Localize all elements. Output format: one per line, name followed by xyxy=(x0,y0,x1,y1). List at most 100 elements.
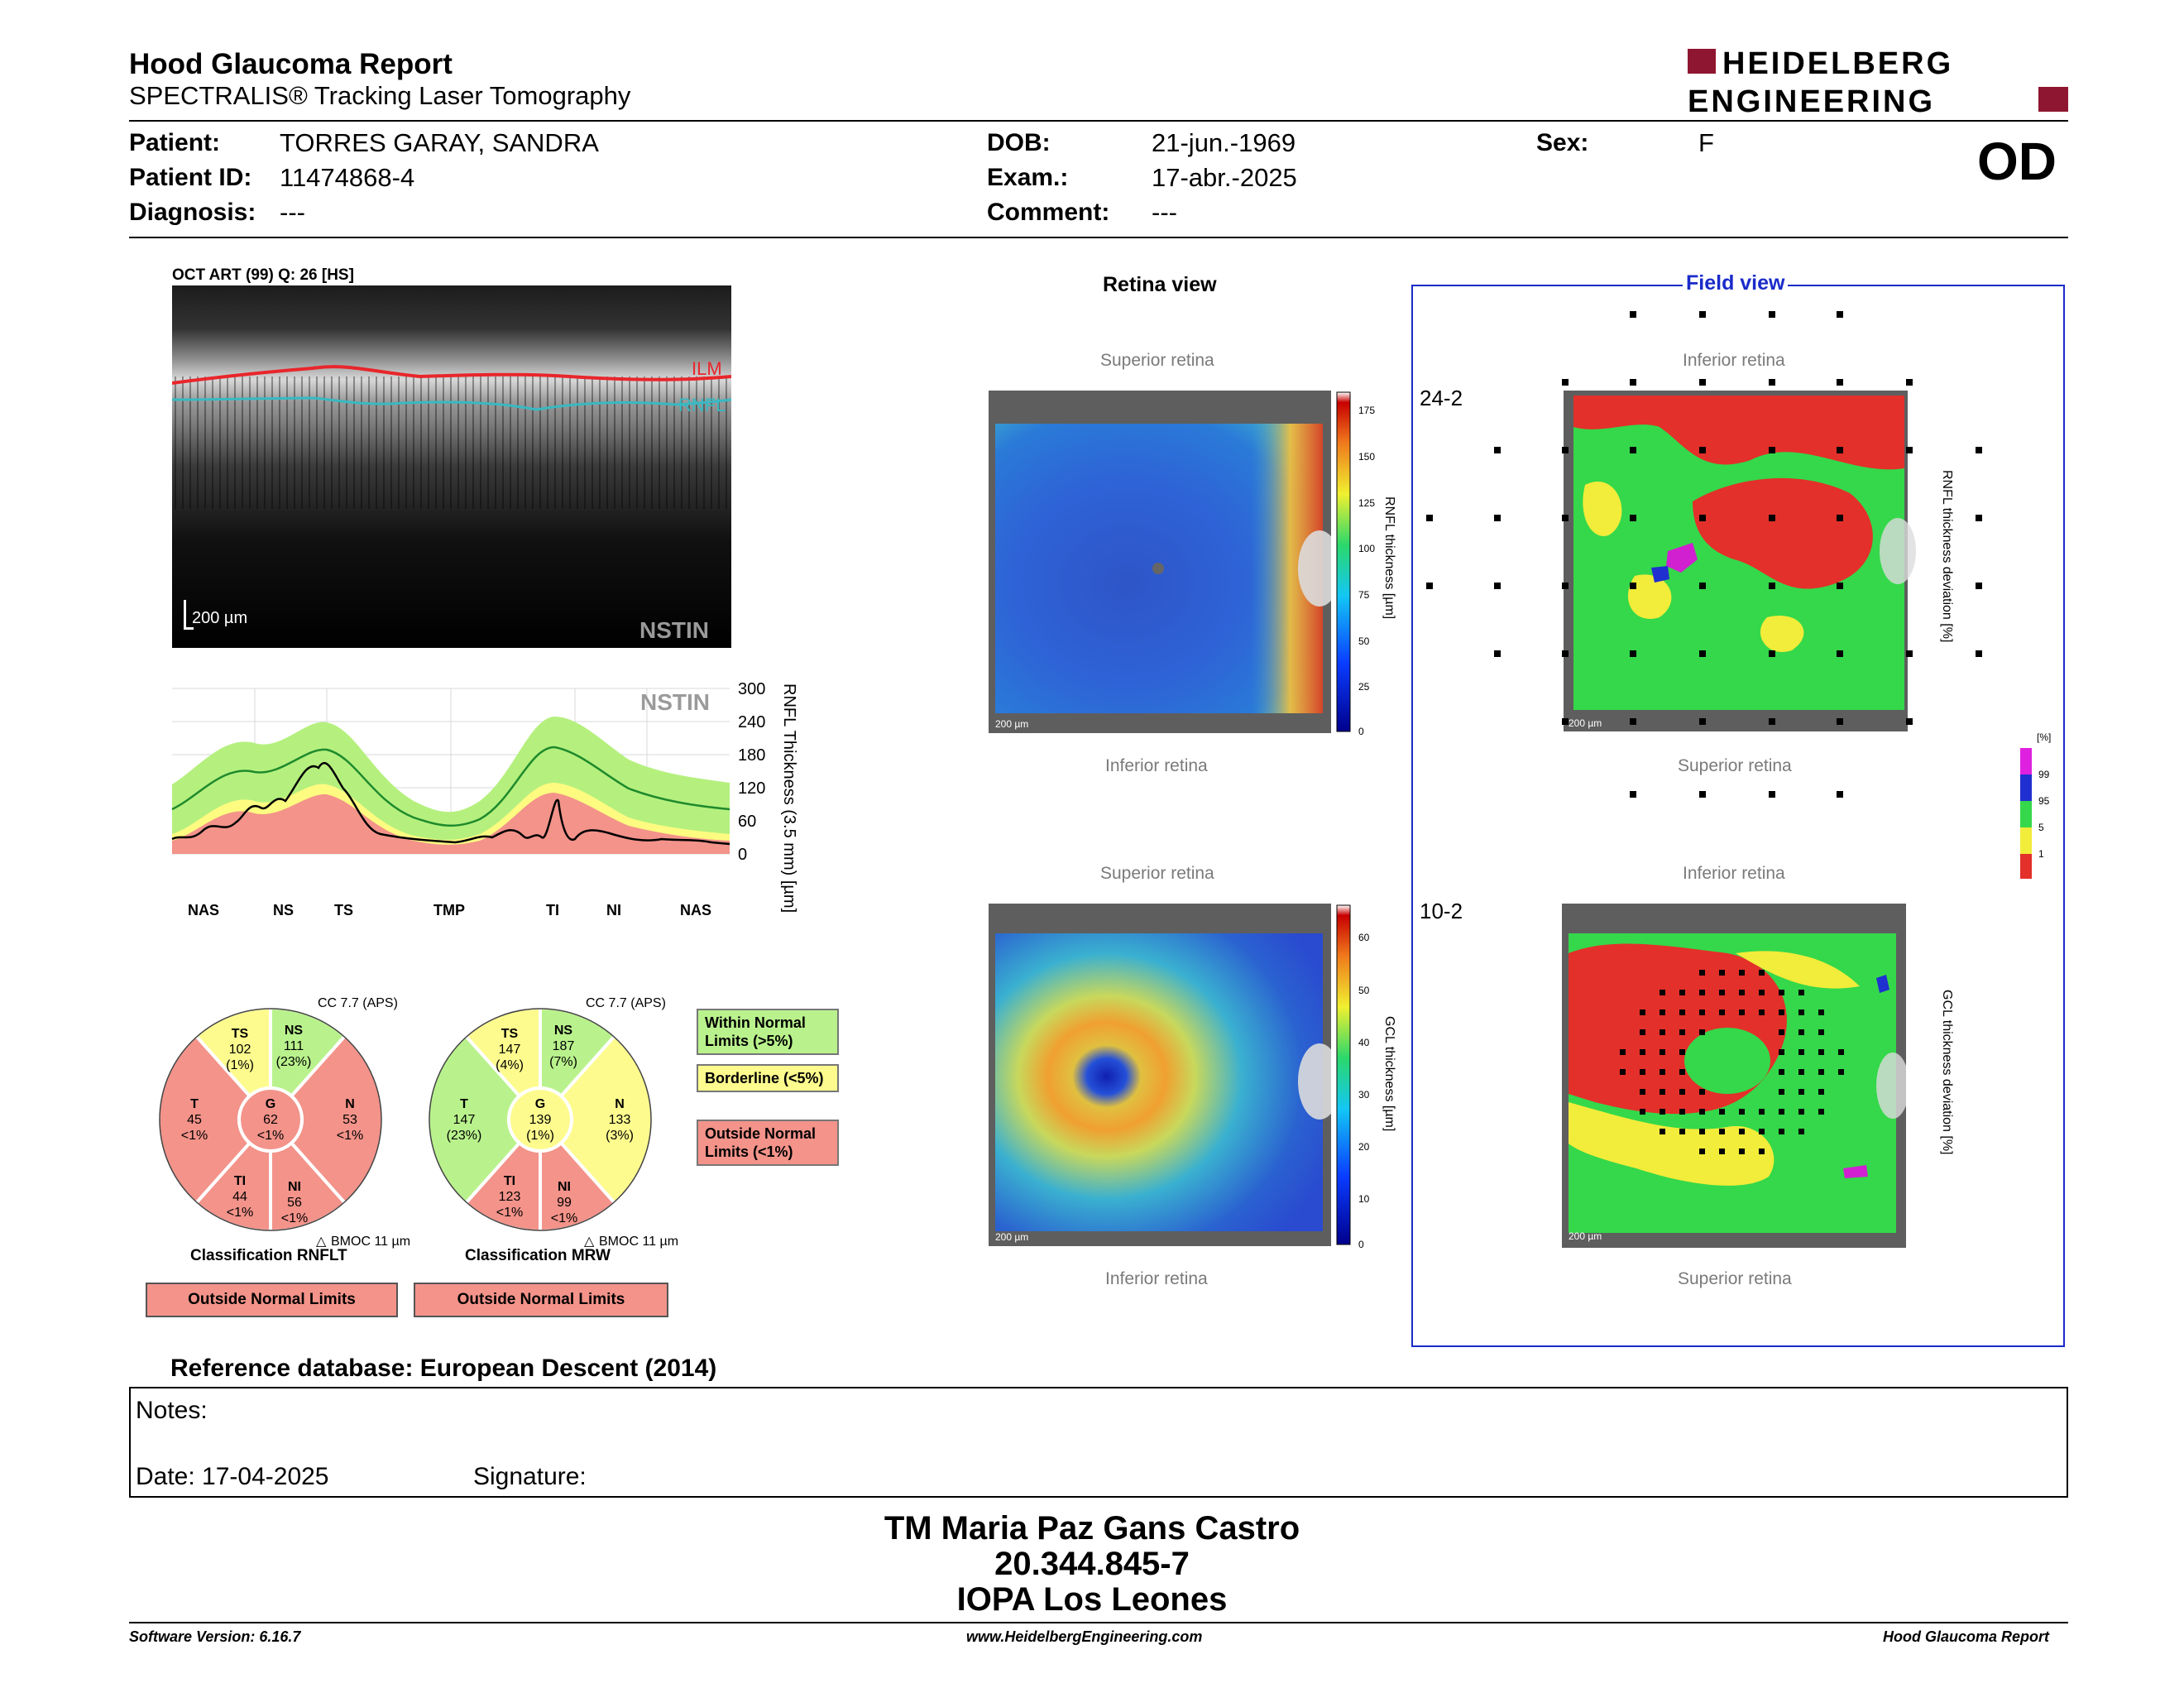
website-link[interactable]: www.HeidelbergEngineering.com xyxy=(966,1628,1203,1645)
notes-label: Notes: xyxy=(136,1397,208,1424)
mrw-classification-label: Classification MRW xyxy=(465,1247,611,1264)
mrw-g-name: G xyxy=(535,1097,545,1111)
mrw-ts-pct: (4%) xyxy=(496,1058,524,1072)
rnflt-ts-pct: (1%) xyxy=(226,1058,254,1072)
deviation-tick-99: 99 xyxy=(2038,769,2050,780)
mrw-ni-pct: <1% xyxy=(551,1211,577,1225)
gcl-dev-scale: 200 µm xyxy=(1569,1230,1602,1242)
signer-name: TM Maria Paz Gans Castro xyxy=(884,1510,1300,1547)
sex-label: Sex: xyxy=(1536,129,1589,156)
rnflt-ns-name: NS xyxy=(285,1024,304,1038)
diagnosis-label: Diagnosis: xyxy=(129,199,256,226)
mrw-ns-pct: (7%) xyxy=(549,1055,577,1069)
profile-sector-nas-2: NAS xyxy=(680,902,712,918)
profile-sector-ts: TS xyxy=(334,902,354,918)
patient-label: Patient: xyxy=(129,129,221,156)
rnflt-g-name: G xyxy=(266,1097,275,1111)
header-divider xyxy=(129,120,2068,122)
mrw-ti-value: 123 xyxy=(499,1190,521,1204)
retina-top-superior-label: Superior retina xyxy=(1100,351,1214,370)
rnflt-ts-value: 102 xyxy=(229,1043,251,1057)
rnflt-ti-value: 44 xyxy=(232,1190,247,1204)
rnfl-colorbar-tick-125: 125 xyxy=(1358,497,1375,509)
mrw-ni-value: 99 xyxy=(557,1196,572,1210)
profile-ytick-180: 180 xyxy=(738,746,765,765)
rnfl-deviation-map: 200 µm xyxy=(1426,311,1982,798)
field-top-superior-label: Superior retina xyxy=(1678,756,1792,775)
profile-sector-nas: NAS xyxy=(188,902,220,918)
retina-view-title: Retina view xyxy=(1103,273,1217,296)
oct-rnfl-label: RNFL xyxy=(678,395,726,415)
gcl-colorbar-tick-20: 20 xyxy=(1358,1141,1370,1153)
profile-orientation-label: NSTIN xyxy=(640,689,710,715)
rnflt-ni-name: NI xyxy=(288,1180,301,1194)
gcl-colorbar-label: GCL thickness [µm] xyxy=(1382,1016,1396,1132)
gcl-colorbar-tick-10: 10 xyxy=(1358,1193,1370,1205)
rnflt-ns-value: 111 xyxy=(284,1039,304,1053)
heidelberg-logo: HEIDELBERG ENGINEERING xyxy=(1688,46,2068,117)
rnfl-colorbar-tick-50: 50 xyxy=(1358,635,1370,647)
grid-24-2-label: 24-2 xyxy=(1420,386,1463,410)
rnfl-dev-scale: 200 µm xyxy=(1569,717,1602,729)
reference-database: Reference database: European Descent (20… xyxy=(170,1355,717,1382)
patient-id-label: Patient ID: xyxy=(129,164,252,191)
rnflt-delta-icon: △ xyxy=(316,1235,327,1249)
mrw-t-value: 147 xyxy=(453,1113,476,1127)
mrw-t-name: T xyxy=(460,1097,468,1111)
exam-label: Exam.: xyxy=(987,164,1069,191)
profile-ytick-0: 0 xyxy=(738,846,747,864)
gcl-colorbar-tick-40: 40 xyxy=(1358,1037,1370,1048)
patient-id: 11474868-4 xyxy=(280,163,415,192)
notes-box[interactable]: Notes: Date: 17-04-2025 Signature: xyxy=(129,1387,2068,1498)
comment-label: Comment: xyxy=(987,199,1110,226)
legend-borderline: Borderline (<5%) xyxy=(697,1064,839,1092)
signer-rut: 20.344.845-7 xyxy=(994,1546,1190,1582)
rnfl-colorbar-label: RNFL thickness [µm] xyxy=(1382,496,1396,620)
rnfl-colorbar-tick-175: 175 xyxy=(1358,405,1375,416)
mrw-bmo-label: BMOC 11 µm xyxy=(599,1235,679,1249)
rnfl-map-scale: 200 µm xyxy=(995,718,1028,730)
rnflt-ti-name: TI xyxy=(234,1174,246,1188)
mrw-ns-value: 187 xyxy=(553,1039,575,1053)
gcl-deviation-label: GCL thickness deviation [%] xyxy=(1940,990,1954,1155)
rnflt-g-value: 62 xyxy=(263,1113,278,1127)
mrw-ts-name: TS xyxy=(501,1027,519,1041)
rnflt-ni-pct: <1% xyxy=(281,1211,308,1225)
profile-ytick-120: 120 xyxy=(738,779,765,798)
dob-label: DOB: xyxy=(987,129,1051,156)
rnflt-ts-name: TS xyxy=(232,1027,249,1041)
rnflt-n-value: 53 xyxy=(342,1113,357,1127)
rnfl-colorbar-tick-75: 75 xyxy=(1358,589,1370,601)
rnflt-t-name: T xyxy=(190,1097,199,1111)
retina-bottom-superior-label: Superior retina xyxy=(1100,864,1214,883)
rnflt-cc-label: CC 7.7 (APS) xyxy=(318,996,398,1010)
rnflt-ti-pct: <1% xyxy=(227,1206,253,1220)
profile-ytick-240: 240 xyxy=(738,713,765,731)
mrw-ns-name: NS xyxy=(554,1024,573,1038)
rnflt-n-name: N xyxy=(345,1097,355,1111)
footer-divider xyxy=(129,1622,2068,1623)
gcl-colorbar-tick-30: 30 xyxy=(1358,1089,1370,1101)
rnflt-g-pct: <1% xyxy=(257,1129,284,1143)
eye-label: OD xyxy=(1977,132,2057,191)
legend-within-normal: Within Normal Limits (>5%) xyxy=(697,1009,839,1055)
oct-bscan-image: ILM RNFL 200 µm NSTIN xyxy=(172,285,731,648)
exam-date: 17-abr.-2025 xyxy=(1152,163,1297,192)
legend-outside-normal: Outside Normal Limits (<1%) xyxy=(697,1120,839,1166)
profile-ylabel: RNFL Thickness (3.5 mm) [µm] xyxy=(780,683,798,913)
profile-ytick-60: 60 xyxy=(738,813,756,831)
rnfl-colorbar-tick-150: 150 xyxy=(1358,451,1375,463)
comment-value: --- xyxy=(1152,198,1177,227)
sex-value: F xyxy=(1698,128,1714,157)
field-top-inferior-label: Inferior retina xyxy=(1683,351,1785,370)
profile-sector-ti: TI xyxy=(546,902,559,918)
oct-caption: OCT ART (99) Q: 26 [HS] xyxy=(172,266,354,284)
mrw-g-pct: (1%) xyxy=(526,1129,554,1143)
profile-sector-tmp: TMP xyxy=(433,902,465,918)
profile-sector-ns: NS xyxy=(273,902,295,918)
gcl-thickness-map: 200 µm xyxy=(989,904,1331,1246)
oct-scale-label: 200 µm xyxy=(192,609,247,627)
signer-institution: IOPA Los Leones xyxy=(956,1581,1228,1618)
signature-block: TM Maria Paz Gans Castro 20.344.845-7 IO… xyxy=(0,1511,2184,1618)
report-subtitle: SPECTRALIS® Tracking Laser Tomography xyxy=(129,81,631,110)
